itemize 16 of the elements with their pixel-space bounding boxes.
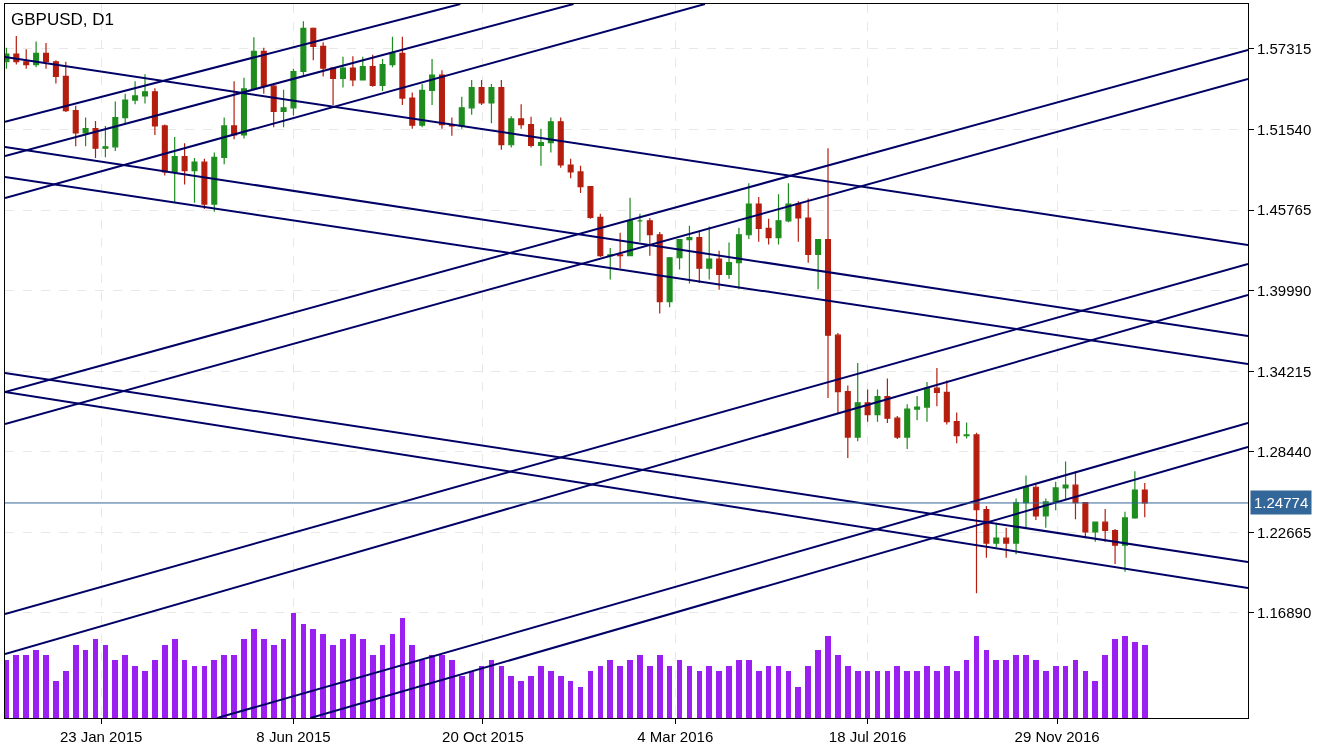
y-tick-label: 1.28440 <box>1257 443 1312 461</box>
y-tick-label: 1.51540 <box>1257 120 1312 138</box>
x-tick-label: 4 Mar 2016 <box>637 728 714 745</box>
y-tick-label: 1.39990 <box>1257 281 1312 299</box>
x-tick-label: 8 Jun 2015 <box>256 728 331 745</box>
y-tick-label: 1.16890 <box>1257 604 1312 622</box>
x-tick-label: 29 Nov 2016 <box>1014 728 1100 745</box>
x-tick-label: 23 Jan 2015 <box>59 728 143 745</box>
y-tick-label: 1.22665 <box>1257 523 1312 541</box>
y-tick-label: 1.34215 <box>1257 362 1312 380</box>
x-tick-label: 20 Oct 2015 <box>442 728 524 745</box>
y-tick-label: 1.45765 <box>1257 201 1312 219</box>
ref-line-label: 1.24774 <box>1254 494 1309 511</box>
y-tick-label: 1.57315 <box>1257 40 1312 58</box>
chart-title: GBPUSD, D1 <box>11 10 114 29</box>
x-tick-label: 18 Jul 2016 <box>828 728 907 745</box>
